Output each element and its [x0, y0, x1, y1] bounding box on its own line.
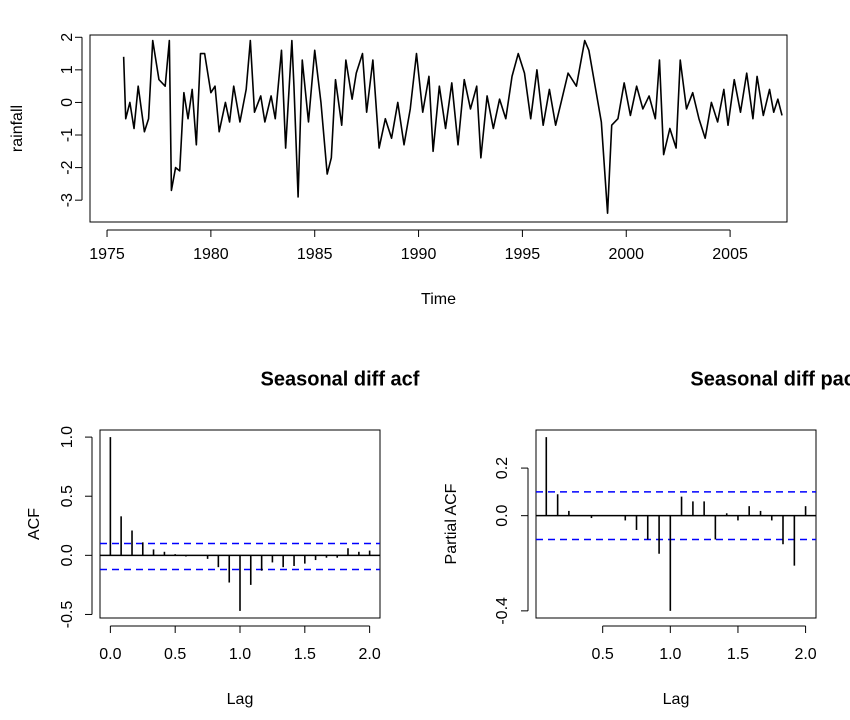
- x-tick-label: 2.0: [359, 646, 381, 663]
- x-axis-title: Time: [421, 291, 456, 308]
- y-axis-title: rainfall: [9, 105, 26, 152]
- plot-box: [99, 429, 381, 619]
- x-tick-label: 0.5: [592, 646, 614, 663]
- chart-title: Seasonal diff pacf: [690, 368, 850, 390]
- y-tick-label: 0.5: [59, 485, 76, 507]
- y-tick-label: -0.4: [494, 597, 511, 625]
- y-tick-label: 2: [59, 33, 76, 42]
- plot-box: [89, 34, 788, 223]
- chart-title: Seasonal diff acf: [261, 368, 420, 390]
- x-tick-label: 1.0: [229, 646, 251, 663]
- x-tick-label: 2000: [608, 246, 644, 263]
- series-line: [122, 39, 783, 214]
- y-tick-label: -0.5: [59, 601, 76, 629]
- y-tick-label: 0.0: [494, 504, 511, 526]
- x-tick-label: 2005: [712, 246, 748, 263]
- y-tick-label: 0: [59, 98, 76, 107]
- y-axis-title: ACF: [26, 508, 43, 540]
- x-tick-label: 1985: [297, 246, 333, 263]
- y-tick-label: 0.2: [494, 457, 511, 479]
- x-tick-label: 1.5: [727, 646, 749, 663]
- y-tick-label: 1: [59, 65, 76, 74]
- x-axis-title: Lag: [663, 691, 690, 708]
- y-tick-label: 1.0: [59, 426, 76, 448]
- x-tick-label: 2.0: [794, 646, 816, 663]
- x-tick-label: 1975: [89, 246, 125, 263]
- x-tick-label: 1.5: [294, 646, 316, 663]
- x-tick-label: 0.5: [164, 646, 186, 663]
- x-axis-title: Lag: [227, 691, 254, 708]
- y-axis-title: Partial ACF: [443, 483, 460, 564]
- plot-box: [535, 429, 817, 619]
- y-tick-label: -2: [59, 160, 76, 174]
- x-tick-label: 1995: [505, 246, 541, 263]
- x-tick-label: 0.0: [99, 646, 121, 663]
- x-tick-label: 1980: [193, 246, 229, 263]
- x-tick-label: 1990: [401, 246, 437, 263]
- x-tick-label: 1.0: [659, 646, 681, 663]
- y-tick-label: -3: [59, 193, 76, 207]
- y-tick-label: 0.0: [59, 544, 76, 566]
- y-tick-label: -1: [59, 128, 76, 142]
